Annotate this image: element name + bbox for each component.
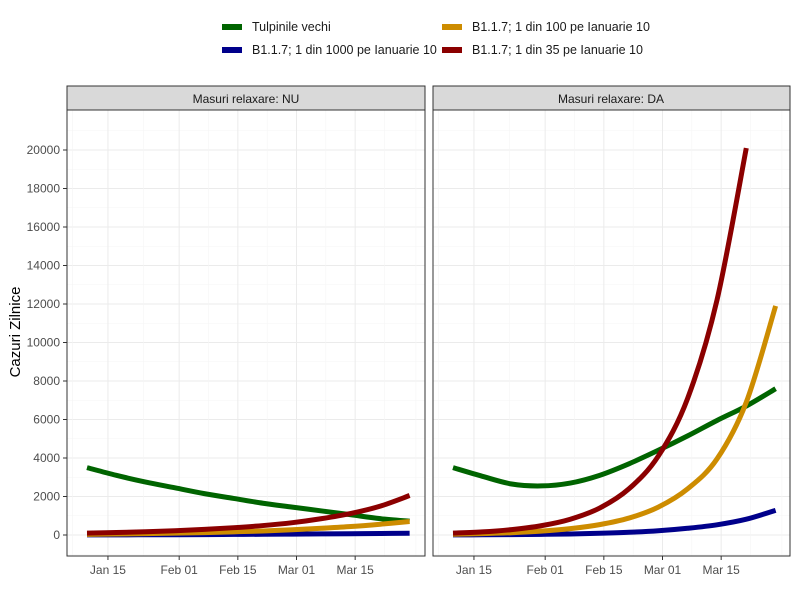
legend-label: B1.1.7; 1 din 35 pe Ianuarie 10 xyxy=(472,43,643,57)
grid-right xyxy=(433,110,790,556)
series-line xyxy=(452,305,779,537)
strip-right xyxy=(432,85,791,111)
legend-item-b117-100: B1.1.7; 1 din 100 pe Ianuarie 10 xyxy=(442,20,650,34)
y-tick-label: 12000 xyxy=(27,297,61,311)
plot-border-right xyxy=(432,109,791,557)
plot-border-left xyxy=(66,109,426,557)
series-line xyxy=(86,493,411,536)
strip-left xyxy=(66,85,426,111)
legend-item-old-strains: Tulpinile vechi xyxy=(222,20,331,34)
strip-right-label: Masuri relaxare: DA xyxy=(558,92,664,106)
y-tick-label: 2000 xyxy=(33,490,60,504)
x-tick-label: Feb 15 xyxy=(585,563,623,577)
grid-left xyxy=(67,110,425,556)
y-tick-label: 14000 xyxy=(27,259,61,273)
lines-right xyxy=(452,147,779,538)
y-tick-label: 10000 xyxy=(27,336,61,350)
x-axis-right: Jan 15 Feb 01 Feb 15 Mar 01 Mar 15 xyxy=(456,556,740,577)
legend-swatch-red xyxy=(442,47,462,53)
y-tick-label: 4000 xyxy=(33,451,60,465)
legend-item-b117-1000: B1.1.7; 1 din 1000 pe Ianuarie 10 xyxy=(222,43,437,57)
y-tick-label: 16000 xyxy=(27,220,61,234)
y-tick-label: 6000 xyxy=(33,413,60,427)
series-line xyxy=(452,147,749,536)
legend-label: B1.1.7; 1 din 1000 pe Ianuarie 10 xyxy=(252,43,437,57)
x-tick-label: Feb 15 xyxy=(219,563,257,577)
legend-label: Tulpinile vechi xyxy=(252,20,331,34)
y-tick-label: 8000 xyxy=(33,374,60,388)
x-axis-left: Jan 15 Feb 01 Feb 15 Mar 01 Mar 15 xyxy=(90,556,374,577)
legend-swatch-blue xyxy=(222,47,242,53)
panel-right: Masuri relaxare: DA xyxy=(432,85,791,557)
legend-swatch-orange xyxy=(442,24,462,30)
series-line xyxy=(452,386,777,489)
strip-left-label: Masuri relaxare: NU xyxy=(193,92,300,106)
x-tick-label: Mar 01 xyxy=(644,563,682,577)
y-tick-label: 0 xyxy=(53,528,60,542)
legend-item-b117-35: B1.1.7; 1 din 35 pe Ianuarie 10 xyxy=(442,43,643,57)
x-tick-label: Feb 01 xyxy=(527,563,565,577)
x-tick-label: Jan 15 xyxy=(90,563,126,577)
legend-swatch-green xyxy=(222,24,242,30)
x-tick-label: Mar 15 xyxy=(702,563,740,577)
x-tick-label: Feb 01 xyxy=(161,563,199,577)
legend-label: B1.1.7; 1 din 100 pe Ianuarie 10 xyxy=(472,20,650,34)
lines-left xyxy=(86,465,411,538)
y-axis: 0 2000 4000 6000 8000 10000 12000 14000 16000 180… xyxy=(27,143,67,542)
y-axis-label: Cazuri Zilnice xyxy=(7,287,24,378)
x-tick-label: Mar 15 xyxy=(336,563,374,577)
y-tick-label: 18000 xyxy=(27,182,61,196)
x-tick-label: Jan 15 xyxy=(456,563,492,577)
chart-legend: Tulpinile vechi B1.1.7; 1 din 1000 pe Ia… xyxy=(222,16,662,66)
panel-left: Masuri relaxare: NU xyxy=(66,85,426,557)
y-tick-label: 20000 xyxy=(27,143,61,157)
x-tick-label: Mar 01 xyxy=(278,563,316,577)
